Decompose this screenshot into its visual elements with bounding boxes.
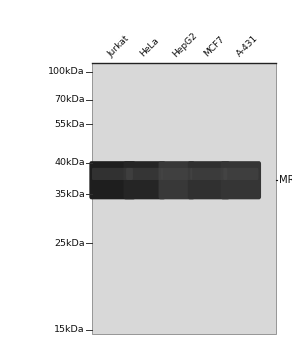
FancyBboxPatch shape: [188, 161, 230, 199]
Text: 35kDa: 35kDa: [54, 190, 85, 199]
FancyBboxPatch shape: [126, 168, 163, 180]
FancyBboxPatch shape: [223, 168, 258, 180]
Text: HeLa: HeLa: [138, 36, 161, 59]
Text: 15kDa: 15kDa: [54, 325, 85, 334]
FancyBboxPatch shape: [190, 168, 227, 180]
FancyBboxPatch shape: [89, 161, 135, 199]
Text: MRPS31: MRPS31: [279, 175, 292, 185]
Text: 40kDa: 40kDa: [54, 158, 85, 167]
FancyBboxPatch shape: [221, 161, 261, 199]
Text: 25kDa: 25kDa: [54, 239, 85, 248]
FancyBboxPatch shape: [124, 161, 166, 199]
Text: Jurkat: Jurkat: [106, 34, 131, 59]
FancyBboxPatch shape: [92, 168, 133, 180]
Text: 70kDa: 70kDa: [54, 95, 85, 104]
Text: 55kDa: 55kDa: [54, 120, 85, 129]
Text: 100kDa: 100kDa: [48, 67, 85, 76]
FancyBboxPatch shape: [159, 161, 195, 199]
Text: MCF7: MCF7: [202, 35, 226, 59]
Text: HepG2: HepG2: [170, 31, 198, 59]
FancyBboxPatch shape: [161, 168, 192, 180]
Bar: [92, 63, 276, 334]
Text: A-431: A-431: [234, 34, 260, 59]
